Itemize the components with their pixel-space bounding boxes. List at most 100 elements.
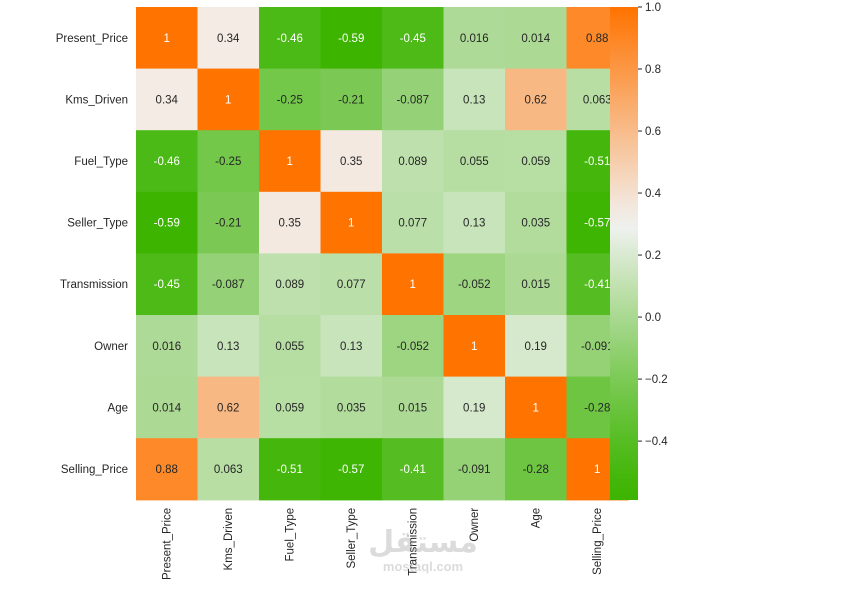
cell-value-label: 0.88 <box>156 464 178 476</box>
y-tick-labels: Present_Price Kms_Driven Fuel_Type Seller_T… <box>56 33 128 476</box>
y-tick-label: Selling_Price <box>61 464 128 476</box>
heatmap-cell <box>505 68 568 131</box>
heatmap-cell <box>443 438 506 501</box>
cell-value-label: 0.014 <box>152 402 181 414</box>
heatmap-cell <box>136 191 199 254</box>
cell-value-label: -0.51 <box>277 464 303 476</box>
heatmap-cell <box>382 7 445 70</box>
cell-value-label: 1 <box>410 279 416 291</box>
cell-value-label: -0.087 <box>396 94 429 106</box>
cell-value-label: -0.087 <box>212 279 245 291</box>
heatmap-cell <box>505 438 568 501</box>
heatmap-cell <box>382 376 445 439</box>
colorbar-tick-label: 0.4 <box>645 188 662 200</box>
heatmap-cell <box>505 315 568 378</box>
heatmap-cell <box>382 130 445 193</box>
heatmap-cell <box>443 7 506 70</box>
cell-value-label: -0.46 <box>277 33 303 45</box>
heatmap-cell <box>320 191 383 254</box>
cell-value-label: 1 <box>225 94 231 106</box>
x-tick-label: Seller_Type <box>346 508 358 569</box>
watermark-arabic-text: مستقل <box>368 526 478 559</box>
x-tick-label: Transmission <box>408 508 420 576</box>
heatmap-cell <box>505 376 568 439</box>
cell-value-label: -0.25 <box>215 156 241 168</box>
cell-value-label: 1 <box>471 341 477 353</box>
cell-value-label: 0.014 <box>521 33 550 45</box>
heatmap-cell <box>320 68 383 131</box>
colorbar <box>610 7 638 500</box>
cell-value-label: -0.28 <box>584 402 610 414</box>
heatmap-cell <box>197 130 260 193</box>
colorbar-tick-label: 1.0 <box>645 2 661 14</box>
cell-value-label: -0.25 <box>277 94 303 106</box>
cell-value-label: -0.41 <box>584 279 610 291</box>
cell-value-label: -0.45 <box>154 279 180 291</box>
heatmap-cell <box>505 253 568 316</box>
heatmap-cell <box>197 68 260 131</box>
colorbar-tick-label: −0.4 <box>645 436 668 448</box>
cell-value-label: 0.035 <box>521 218 550 230</box>
heatmap-cell <box>136 253 199 316</box>
heatmap-cell <box>443 68 506 131</box>
cell-value-label: -0.21 <box>215 218 241 230</box>
cell-value-label: 1 <box>287 156 293 168</box>
heatmap-cell <box>136 438 199 501</box>
heatmap-cell <box>320 438 383 501</box>
cell-value-label: 0.059 <box>521 156 550 168</box>
cell-value-label: 0.063 <box>583 94 612 106</box>
cell-value-label: 1 <box>164 33 170 45</box>
cell-value-label: 0.077 <box>398 218 427 230</box>
cell-value-label: 0.016 <box>460 33 489 45</box>
colorbar-tick-label: 0.0 <box>645 312 661 324</box>
colorbar-tick-labels: 1.0 0.8 0.6 0.4 0.2 0.0 −0.2 −0.4 <box>638 2 668 448</box>
colorbar-tick-label: −0.2 <box>645 374 668 386</box>
cell-value-label: 0.34 <box>217 33 240 45</box>
heatmap-cell <box>443 253 506 316</box>
cell-value-label: 0.19 <box>463 402 485 414</box>
heatmap-cell <box>505 191 568 254</box>
cell-value-label: 1 <box>348 218 354 230</box>
heatmap-cell <box>320 253 383 316</box>
cell-value-label: -0.57 <box>584 218 610 230</box>
heatmap-cell <box>197 315 260 378</box>
cell-value-label: 0.13 <box>340 341 362 353</box>
heatmap-cell <box>136 7 199 70</box>
y-tick-label: Fuel_Type <box>74 156 128 168</box>
heatmap-cell <box>443 191 506 254</box>
heatmap-cell <box>197 376 260 439</box>
x-tick-label: Age <box>531 508 543 528</box>
cell-value-label: -0.21 <box>338 94 364 106</box>
x-tick-labels: Present_Price Kms_Driven Fuel_Type Seller_T… <box>162 508 605 580</box>
watermark-domain-text: mostaql.com <box>383 559 463 574</box>
cell-value-label: -0.28 <box>523 464 549 476</box>
cell-value-label: 0.62 <box>525 94 547 106</box>
cell-value-label: 0.063 <box>214 464 243 476</box>
cell-value-label: -0.091 <box>581 341 614 353</box>
heatmap-cell <box>382 253 445 316</box>
cell-value-label: -0.41 <box>400 464 426 476</box>
cell-value-label: 1 <box>533 402 539 414</box>
heatmap-cell <box>259 315 322 378</box>
cell-value-label: 1 <box>594 464 600 476</box>
y-tick-label: Age <box>108 402 128 414</box>
cell-value-label: 0.077 <box>337 279 366 291</box>
x-tick-label: Fuel_Type <box>285 508 297 562</box>
x-tick-label: Present_Price <box>162 508 174 580</box>
cell-value-label: -0.57 <box>338 464 364 476</box>
cell-value-label: -0.052 <box>458 279 491 291</box>
heatmap-cell <box>320 7 383 70</box>
cell-value-label: 0.88 <box>586 33 608 45</box>
x-tick-label: Selling_Price <box>592 508 604 575</box>
heatmap-cell <box>197 438 260 501</box>
heatmap-cell <box>259 376 322 439</box>
heatmap-cell <box>382 315 445 378</box>
heatmap-cell <box>320 315 383 378</box>
y-tick-label: Kms_Driven <box>65 94 128 106</box>
heatmap-cell <box>443 315 506 378</box>
heatmap-cell <box>259 68 322 131</box>
cell-value-label: 0.62 <box>217 402 239 414</box>
heatmap-cell <box>259 130 322 193</box>
cell-value-label: 0.13 <box>217 341 239 353</box>
